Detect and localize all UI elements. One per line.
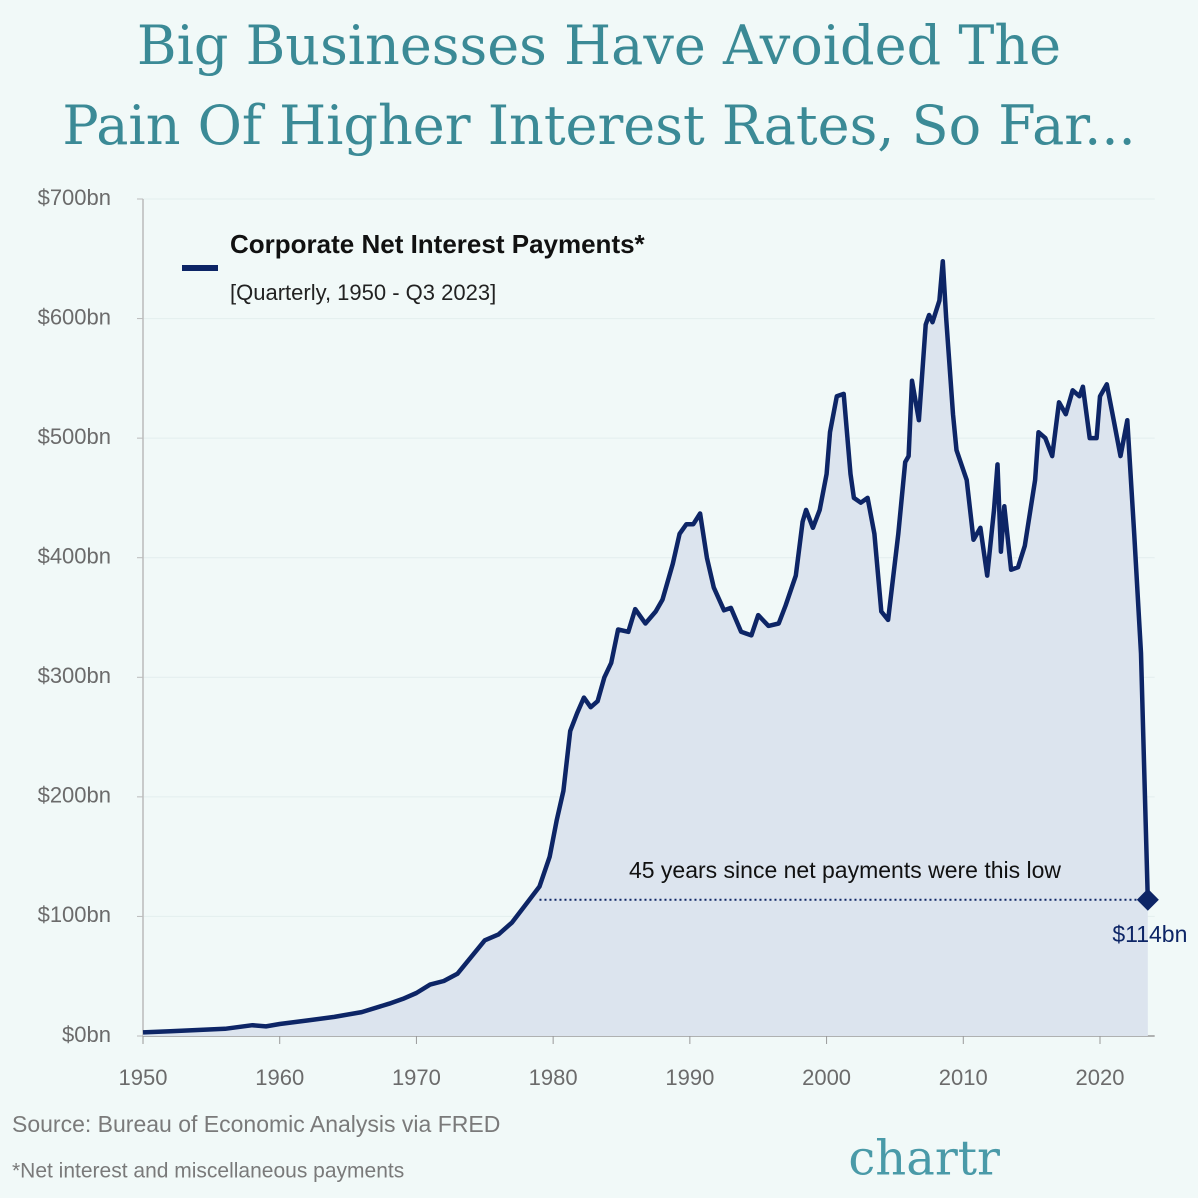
chart-title: Big Businesses Have Avoided The	[137, 14, 1061, 77]
plot-area: $0bn $100bn $200bn $300bn $400bn $500bn $600bn…	[38, 185, 1188, 1090]
data-label: $114bn	[1112, 921, 1187, 947]
brand-logo: chartr	[848, 1131, 1000, 1187]
line	[142, 258, 1151, 1035]
end-marker	[1136, 888, 1159, 911]
area	[143, 261, 1148, 1036]
y-tick-label: $500bn	[38, 424, 111, 449]
x-tick-label: 1950	[119, 1065, 168, 1090]
chart-title: Pain Of Higher Interest Rates, So Far...	[62, 94, 1135, 157]
y-tick-label: $0bn	[62, 1022, 111, 1047]
x-tick-label: 2010	[939, 1065, 988, 1090]
y-tick-label: $300bn	[38, 663, 111, 688]
legend-subtitle: [Quarterly, 1950 - Q3 2023]	[230, 280, 496, 305]
annotation: 45 years since net payments were this lo…	[629, 857, 1061, 883]
y-tick-label: $700bn	[38, 185, 111, 210]
x-tick-label: 2020	[1076, 1065, 1125, 1090]
source: Source: Bureau of Economic Analysis via …	[12, 1111, 500, 1137]
y-tick-label: $600bn	[38, 304, 111, 329]
legend-label: Corporate Net Interest Payments*	[230, 229, 646, 259]
y-tick-label: $100bn	[38, 902, 111, 927]
x-tick-label: 1970	[392, 1065, 441, 1090]
y-tick-label: $200bn	[38, 783, 111, 808]
x-tick-label: 2000	[802, 1065, 851, 1090]
x-tick-label: 1960	[255, 1065, 304, 1090]
footnote: *Net interest and miscellaneous payments	[12, 1160, 404, 1183]
x-tick-label: 1980	[529, 1065, 578, 1090]
y-tick-label: $400bn	[38, 544, 111, 569]
x-tick-label: 1990	[665, 1065, 714, 1090]
